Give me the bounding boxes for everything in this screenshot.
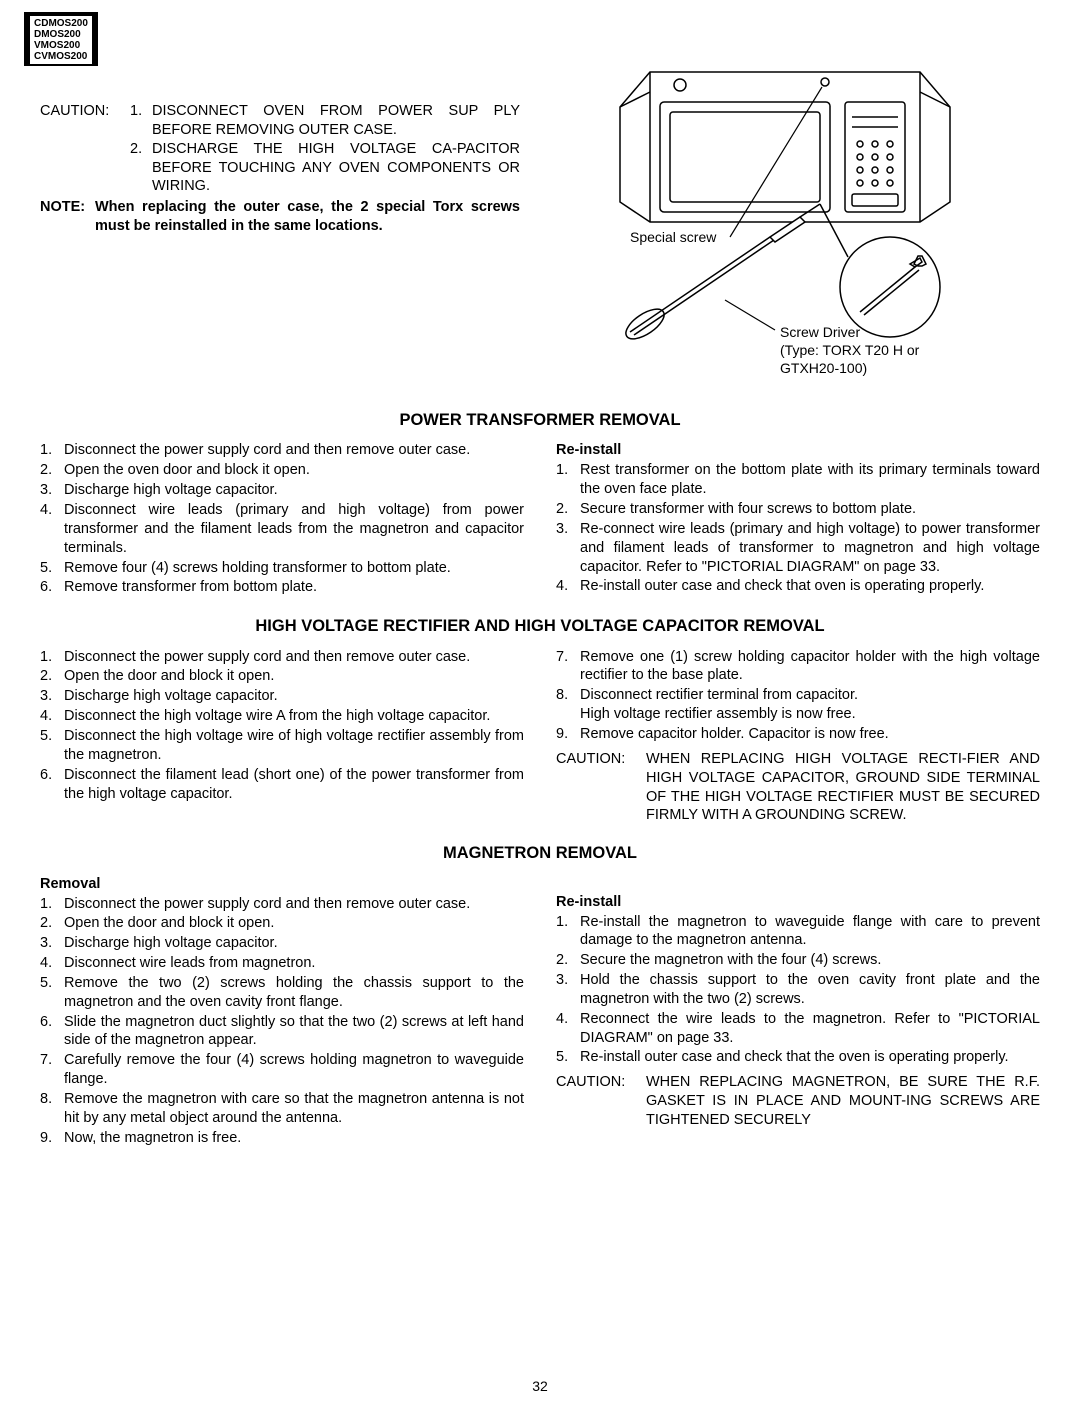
- reinstall-head: Re-install: [556, 441, 1040, 460]
- list-item: Disconnect the filament lead (short one)…: [64, 766, 524, 804]
- caution-num: 1.: [130, 102, 152, 140]
- list-item: Re-install the magnetron to waveguide fl…: [580, 913, 1040, 951]
- caution-block: CAUTION: 1. DISCONNECT OVEN FROM POWER S…: [40, 102, 520, 196]
- section-title-magnetron: MAGNETRON REMOVAL: [40, 843, 1040, 864]
- transformer-right: Re-install 1.Rest transformer on the bot…: [556, 441, 1040, 598]
- caution-label: CAUTION:: [556, 1073, 646, 1130]
- list-item: Re-connect wire leads (primary and high …: [580, 520, 1040, 577]
- list-item: Slide the magnetron duct slightly so tha…: [64, 1013, 524, 1051]
- list-item: Disconnect the power supply cord and the…: [64, 895, 524, 914]
- rectifier-right: 7.Remove one (1) screw holding capacitor…: [556, 648, 1040, 826]
- diagram-column: Special screw: [520, 52, 1040, 392]
- removal-head: Removal: [40, 875, 524, 894]
- section-title-transformer: POWER TRANSFORMER REMOVAL: [40, 410, 1040, 431]
- list-item: Hold the chassis support to the oven cav…: [580, 971, 1040, 1009]
- list-item: Disconnect the high voltage wire A from …: [64, 707, 524, 726]
- transformer-left: 1.Disconnect the power supply cord and t…: [40, 441, 524, 598]
- magnetron-left: Removal 1.Disconnect the power supply co…: [40, 875, 524, 1149]
- list-item: Discharge high voltage capacitor.: [64, 481, 524, 500]
- note-block: NOTE: When replacing the outer case, the…: [40, 198, 520, 236]
- section-title-rectifier: HIGH VOLTAGE RECTIFIER AND HIGH VOLTAGE …: [40, 616, 1040, 637]
- page-number: 32: [0, 1377, 1080, 1395]
- list-item: Disconnect wire leads from magnetron.: [64, 954, 524, 973]
- list-item: Disconnect wire leads (primary and high …: [64, 501, 524, 558]
- list-item: Remove transformer from bottom plate.: [64, 578, 524, 597]
- list-item: Secure the magnetron with the four (4) s…: [580, 951, 1040, 970]
- list-item: Remove the two (2) screws holding the ch…: [64, 974, 524, 1012]
- list-item: Discharge high voltage capacitor.: [64, 687, 524, 706]
- model-item: DMOS200: [34, 29, 88, 40]
- top-section: CAUTION: 1. DISCONNECT OVEN FROM POWER S…: [40, 102, 1040, 392]
- model-badge: CDMOS200 DMOS200 VMOS200 CVMOS200: [24, 12, 98, 66]
- list-item: Rest transformer on the bottom plate wit…: [580, 461, 1040, 499]
- list-item: Secure transformer with four screws to b…: [580, 500, 1040, 519]
- model-item: CDMOS200: [34, 18, 88, 29]
- list-item: Disconnect the power supply cord and the…: [64, 441, 524, 460]
- caution-text: WHEN REPLACING MAGNETRON, BE SURE THE R.…: [646, 1073, 1040, 1130]
- list-item: Discharge high voltage capacitor.: [64, 934, 524, 953]
- list-item: Remove the magnetron with care so that t…: [64, 1090, 524, 1128]
- list-item: Reconnect the wire leads to the magnetro…: [580, 1010, 1040, 1048]
- note-text: When replacing the outer case, the 2 spe…: [95, 198, 520, 236]
- list-item: Disconnect rectifier terminal from capac…: [580, 686, 1040, 724]
- caution-body: 1. DISCONNECT OVEN FROM POWER SUP PLY BE…: [130, 102, 520, 196]
- diagram-label-driver-type-2: GTXH20-100): [780, 360, 867, 376]
- diagram-label-driver-type-1: (Type: TORX T20 H or: [780, 342, 920, 358]
- magnetron-caution: CAUTION: WHEN REPLACING MAGNETRON, BE SU…: [556, 1073, 1040, 1130]
- list-item: Remove capacitor holder. Capacitor is no…: [580, 725, 1040, 744]
- list-item: Remove four (4) screws holding transform…: [64, 559, 524, 578]
- list-item: Open the door and block it open.: [64, 914, 524, 933]
- caution-text: WHEN REPLACING HIGH VOLTAGE RECTI-FIER A…: [646, 750, 1040, 825]
- model-item: VMOS200: [34, 40, 88, 51]
- list-item: Open the door and block it open.: [64, 667, 524, 686]
- oven-diagram: Special screw: [570, 52, 990, 392]
- list-item: Open the oven door and block it open.: [64, 461, 524, 480]
- caution-text: DISCONNECT OVEN FROM POWER SUP PLY BEFOR…: [152, 102, 520, 140]
- caution-label: CAUTION:: [556, 750, 646, 825]
- diagram-label-screw-driver: Screw Driver: [780, 324, 860, 340]
- rectifier-left: 1.Disconnect the power supply cord and t…: [40, 648, 524, 826]
- list-item: Now, the magnetron is free.: [64, 1129, 524, 1148]
- note-label: NOTE:: [40, 198, 95, 236]
- diagram-label-special-screw: Special screw: [630, 229, 717, 245]
- model-item: CVMOS200: [34, 51, 88, 62]
- caution-column: CAUTION: 1. DISCONNECT OVEN FROM POWER S…: [40, 102, 520, 392]
- magnetron-right: Re-install 1.Re-install the magnetron to…: [556, 875, 1040, 1149]
- model-list: CDMOS200 DMOS200 VMOS200 CVMOS200: [30, 16, 92, 64]
- rectifier-columns: 1.Disconnect the power supply cord and t…: [40, 648, 1040, 826]
- caution-label: CAUTION:: [40, 102, 130, 196]
- list-item: Re-install outer case and check that ove…: [580, 577, 1040, 596]
- list-item: Disconnect the high voltage wire of high…: [64, 727, 524, 765]
- caution-text: DISCHARGE THE HIGH VOLTAGE CA-PACITOR BE…: [152, 140, 520, 197]
- magnetron-columns: Removal 1.Disconnect the power supply co…: [40, 875, 1040, 1149]
- transformer-columns: 1.Disconnect the power supply cord and t…: [40, 441, 1040, 598]
- list-item: Disconnect the power supply cord and the…: [64, 648, 524, 667]
- list-item: Carefully remove the four (4) screws hol…: [64, 1051, 524, 1089]
- rectifier-caution: CAUTION: WHEN REPLACING HIGH VOLTAGE REC…: [556, 750, 1040, 825]
- caution-num: 2.: [130, 140, 152, 197]
- list-item: Remove one (1) screw holding capacitor h…: [580, 648, 1040, 686]
- list-item: Re-install outer case and check that the…: [580, 1048, 1040, 1067]
- reinstall-head: Re-install: [556, 893, 1040, 912]
